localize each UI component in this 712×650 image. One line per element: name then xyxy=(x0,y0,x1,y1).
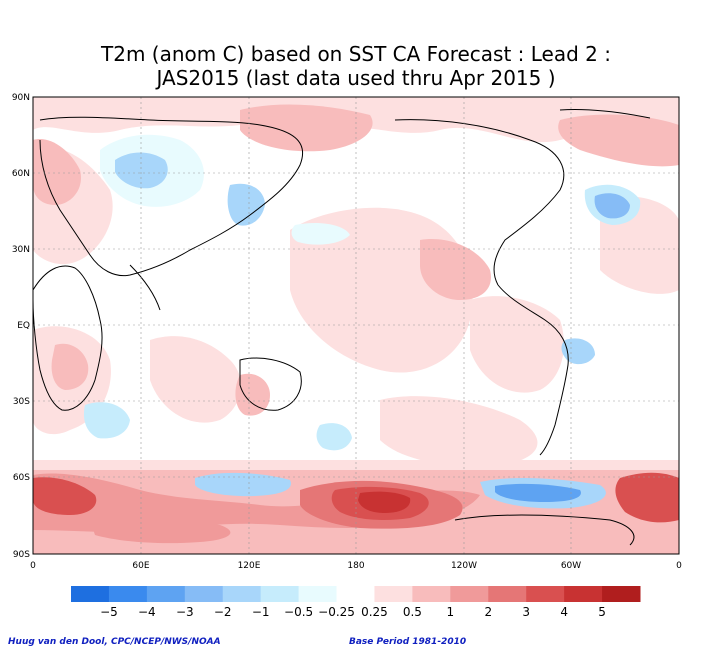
colorbar-label: −4 xyxy=(138,605,156,619)
colorbar-swatch xyxy=(71,586,110,602)
colorbar-label: −3 xyxy=(176,605,194,619)
colorbar-swatch xyxy=(374,586,413,602)
colorbar-label: 4 xyxy=(560,605,568,619)
colorbar-swatch xyxy=(222,586,262,602)
colorbar: −5 −4 −3 −2 −1 −0.5 −0.25 0.25 0.5 1 2 3 4 5 xyxy=(71,586,641,619)
lat-label: 60N xyxy=(12,169,30,179)
colorbar-swatch xyxy=(412,586,451,602)
colorbar-label: 0.25 xyxy=(361,605,388,619)
longitude-axis: 0 60E 120E 180 120W 60W 0 xyxy=(30,561,682,571)
colorbar-swatch xyxy=(564,586,603,602)
footer-base-period: Base Period 1981-2010 xyxy=(349,637,467,647)
colorbar-swatch xyxy=(184,586,224,602)
colorbar-swatch xyxy=(488,586,527,602)
lon-label: 120E xyxy=(238,561,261,571)
colorbar-swatch xyxy=(526,586,565,602)
lat-label: 30S xyxy=(13,397,30,407)
colorbar-label: −0.25 xyxy=(318,605,355,619)
map-area xyxy=(33,97,679,554)
map-frame xyxy=(32,96,680,555)
colorbar-swatch xyxy=(108,586,148,602)
lon-label: 60W xyxy=(561,561,581,571)
lat-label: 90N xyxy=(12,93,30,103)
lon-label: 120W xyxy=(451,561,477,571)
footer-credit: Huug van den Dool, CPC/NCEP/NWS/NOAA xyxy=(8,637,221,647)
colorbar-swatch xyxy=(602,586,641,602)
colorbar-swatch xyxy=(298,586,338,602)
lat-label: 90S xyxy=(13,550,30,560)
lat-label: 30N xyxy=(12,245,30,255)
colorbar-swatch xyxy=(260,586,300,602)
strong-positive-anomaly xyxy=(33,472,679,544)
colorbar-swatch xyxy=(336,586,375,602)
colorbar-label: −0.5 xyxy=(284,605,313,619)
colorbar-label: −1 xyxy=(252,605,270,619)
colorbar-label: 2 xyxy=(484,605,492,619)
chart-title-line1: T2m (anom C) based on SST CA Forecast : … xyxy=(101,42,611,66)
colorbar-label: 3 xyxy=(522,605,530,619)
lon-label: 0 xyxy=(30,561,36,571)
graticule xyxy=(33,97,679,554)
lon-label: 180 xyxy=(347,561,364,571)
negative-anomaly-field xyxy=(83,134,641,509)
lat-label: EQ xyxy=(17,321,30,331)
coastlines xyxy=(33,108,651,546)
lon-label: 0 xyxy=(676,561,682,571)
colorbar-label: 5 xyxy=(598,605,606,619)
chart-title-line2: JAS2015 (last data used thru Apr 2015 ) xyxy=(156,66,556,90)
lat-label: 60S xyxy=(13,473,30,483)
colorbar-label: −2 xyxy=(214,605,232,619)
colorbar-label: 1 xyxy=(447,605,455,619)
colorbar-label: 0.5 xyxy=(403,605,422,619)
colorbar-label: −5 xyxy=(100,605,118,619)
latitude-axis: 90N 60N 30N EQ 30S 60S 90S xyxy=(12,93,30,560)
colorbar-swatch xyxy=(146,586,186,602)
colorbar-swatch xyxy=(450,586,489,602)
lon-label: 60E xyxy=(132,561,149,571)
